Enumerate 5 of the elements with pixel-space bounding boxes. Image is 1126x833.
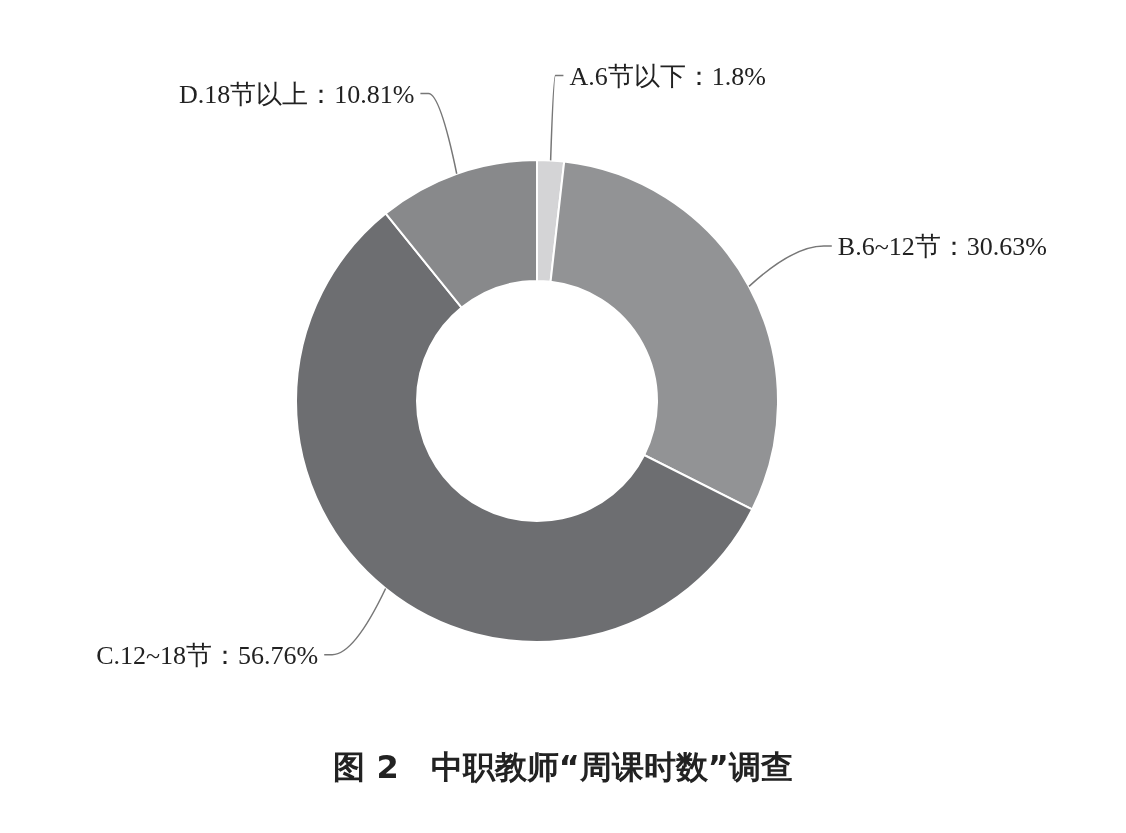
slice-label: C.12~18节：56.76% (96, 640, 319, 670)
slice-label: B.6~12节：30.63% (837, 232, 1047, 262)
text: 图 2 中职教师“周课时数”调查 (333, 748, 793, 786)
slice-label: A.6节以下：1.8% (569, 61, 766, 91)
slice-label: D.18节以上：10.81% (178, 79, 415, 109)
